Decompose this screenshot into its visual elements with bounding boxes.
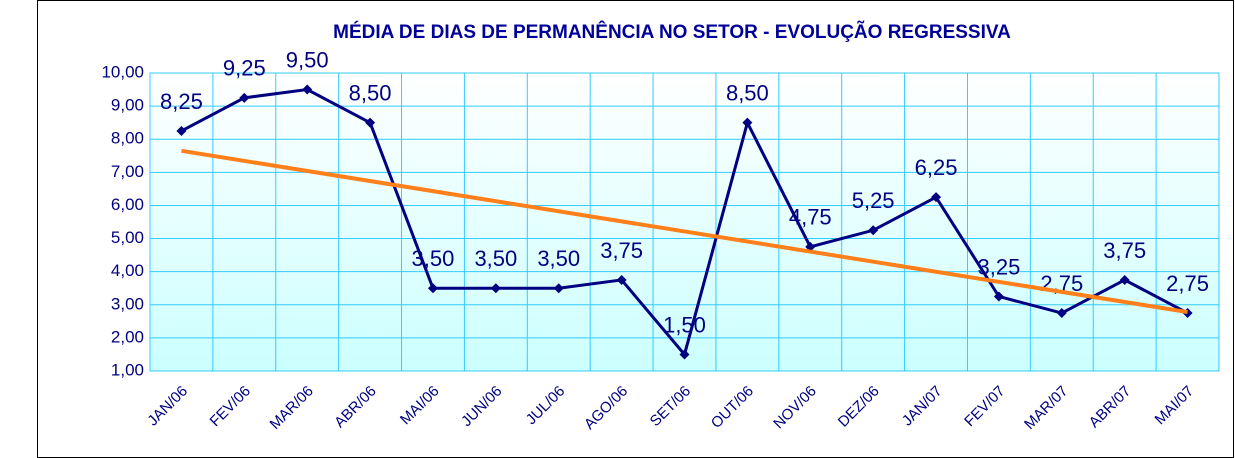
marker bbox=[616, 274, 627, 285]
value-label: 2,75 bbox=[1166, 271, 1209, 296]
marker bbox=[553, 283, 564, 294]
marker bbox=[679, 349, 690, 360]
value-label: 3,50 bbox=[474, 246, 517, 271]
marker bbox=[365, 117, 376, 128]
value-label: 5,25 bbox=[852, 188, 895, 213]
value-label: 6,25 bbox=[915, 155, 958, 180]
value-label: 8,50 bbox=[726, 80, 769, 105]
value-label: 3,75 bbox=[1103, 238, 1146, 263]
marker bbox=[1056, 308, 1067, 319]
value-label: 4,75 bbox=[789, 205, 832, 230]
y-tick-label: 5,00 bbox=[111, 228, 144, 247]
marker bbox=[176, 125, 187, 136]
marker bbox=[868, 225, 879, 236]
marker bbox=[993, 291, 1004, 302]
marker bbox=[931, 192, 942, 203]
marker bbox=[239, 92, 250, 103]
value-label: 8,25 bbox=[160, 89, 203, 114]
value-label: 3,50 bbox=[412, 246, 455, 271]
y-tick-label: 2,00 bbox=[111, 327, 144, 346]
trend-line bbox=[181, 148, 1188, 315]
value-label: 3,25 bbox=[977, 254, 1020, 279]
value-label: 8,50 bbox=[349, 80, 392, 105]
y-tick-label: 10,00 bbox=[101, 62, 144, 81]
y-tick-label: 7,00 bbox=[111, 162, 144, 181]
value-label: 3,75 bbox=[600, 238, 643, 263]
marker bbox=[1119, 274, 1130, 285]
value-label: 9,25 bbox=[223, 56, 266, 81]
marker bbox=[427, 283, 438, 294]
y-tick-label: 3,00 bbox=[111, 294, 144, 313]
y-tick-label: 1,00 bbox=[111, 360, 144, 379]
chart-title: MÉDIA DE DIAS DE PERMANÊNCIA NO SETOR - … bbox=[333, 21, 1011, 43]
value-label: 1,50 bbox=[663, 312, 706, 337]
y-tick-label: 4,00 bbox=[111, 261, 144, 280]
marker bbox=[490, 283, 501, 294]
marker bbox=[302, 84, 313, 95]
y-tick-label: 8,00 bbox=[111, 129, 144, 148]
plot-area bbox=[149, 72, 1220, 372]
value-label: 3,50 bbox=[537, 246, 580, 271]
y-tick-label: 9,00 bbox=[111, 96, 144, 115]
y-tick-label: 6,00 bbox=[111, 195, 144, 214]
value-label: 9,50 bbox=[286, 47, 329, 72]
marker bbox=[742, 117, 753, 128]
